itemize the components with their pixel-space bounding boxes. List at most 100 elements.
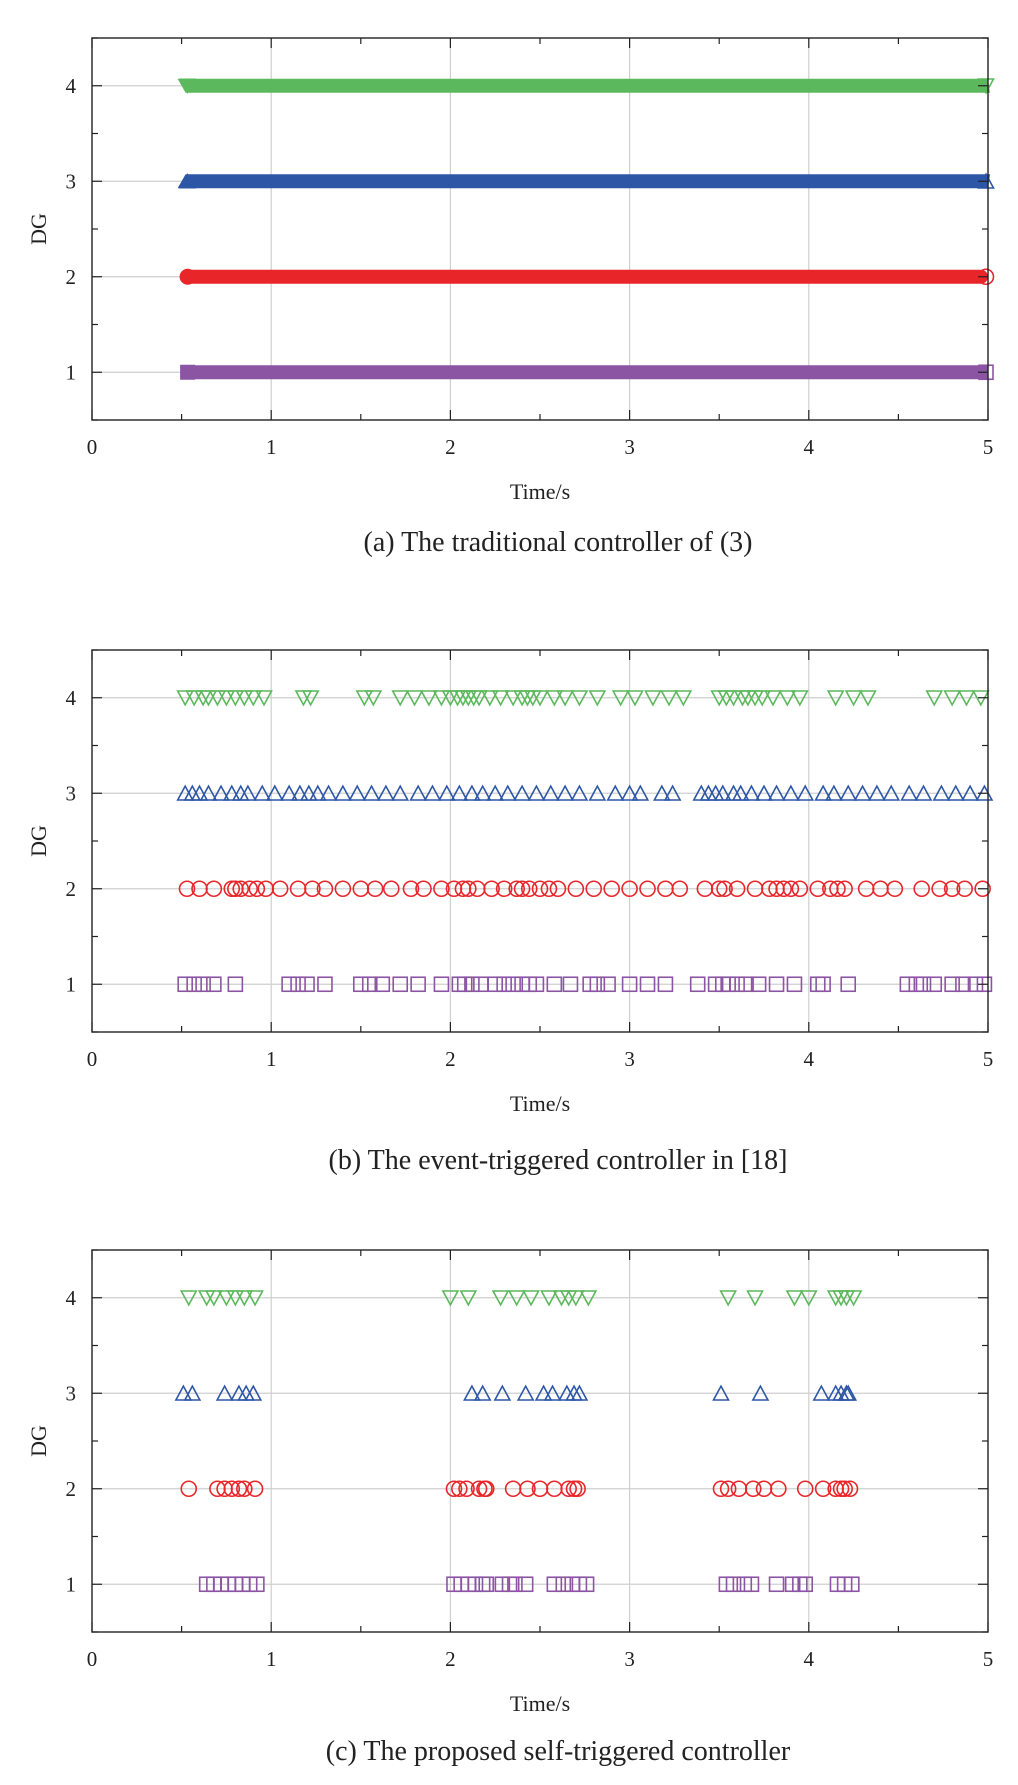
- data-point: [546, 976, 563, 993]
- data-point: [334, 784, 352, 801]
- data-point: [433, 880, 450, 898]
- data-point: [491, 690, 510, 707]
- data-point: [493, 1384, 512, 1401]
- x-axis-title: Time/s: [510, 1691, 570, 1716]
- data-point: [926, 976, 943, 993]
- data-point: [809, 880, 827, 898]
- data-point: [961, 784, 979, 801]
- data-point: [731, 784, 750, 801]
- data-point: [859, 690, 877, 707]
- data-point: [585, 880, 603, 898]
- data-point: [317, 976, 333, 993]
- data-point: [814, 784, 832, 801]
- data-point: [491, 1290, 510, 1307]
- data-point: [433, 976, 450, 993]
- data-point: [738, 976, 754, 993]
- y-tick-label: 4: [66, 1286, 77, 1310]
- data-point: [382, 880, 400, 898]
- data-point: [459, 1290, 478, 1307]
- data-point: [844, 690, 863, 707]
- data-point: [768, 976, 785, 993]
- y-tick-label: 2: [66, 877, 77, 901]
- data-point: [206, 976, 222, 993]
- data-point: [420, 690, 438, 707]
- data-point: [839, 1384, 858, 1401]
- data-point: [505, 976, 521, 993]
- x-axis-title: Time/s: [510, 479, 570, 504]
- data-point: [205, 880, 223, 898]
- data-point: [531, 880, 549, 898]
- data-point: [304, 880, 321, 898]
- data-point: [246, 1290, 264, 1307]
- data-point: [473, 1384, 492, 1401]
- data-point: [271, 880, 289, 898]
- data-point: [374, 976, 391, 993]
- data-point: [513, 784, 531, 801]
- series-dg-3: [174, 1384, 858, 1401]
- data-point: [183, 1384, 202, 1401]
- data-point: [611, 690, 630, 707]
- data-point: [932, 784, 951, 801]
- data-point: [185, 690, 203, 707]
- data-point: [836, 1480, 853, 1498]
- data-point: [364, 690, 383, 707]
- data-point: [782, 880, 800, 898]
- y-tick-label: 4: [66, 686, 77, 710]
- data-point: [770, 1480, 787, 1498]
- data-point: [366, 880, 384, 898]
- data-point: [246, 1480, 264, 1498]
- series-dg-1: [177, 976, 993, 993]
- data-point: [543, 1384, 562, 1401]
- data-point: [451, 1480, 468, 1498]
- data-point: [836, 880, 853, 898]
- data-point: [230, 1480, 248, 1498]
- x-tick-label: 0: [87, 435, 98, 459]
- data-point: [719, 1480, 737, 1498]
- data-point: [255, 690, 273, 707]
- data-point: [227, 976, 244, 993]
- data-point: [199, 784, 218, 801]
- data-point: [541, 784, 560, 801]
- x-tick-label: 3: [624, 1047, 635, 1071]
- data-point: [549, 880, 567, 898]
- data-point: [653, 784, 671, 801]
- data-point: [767, 784, 786, 801]
- data-point: [534, 1384, 553, 1401]
- data-point: [527, 784, 546, 801]
- chart-panel-1: 0 1 2 3 4 5 1 2 3 4 Time/s DG (a) The traditional co…: [26, 37, 995, 558]
- panel-caption: (b) The event-triggered controller in [1…: [329, 1145, 788, 1176]
- data-point: [352, 976, 369, 993]
- data-point: [464, 976, 480, 993]
- data-point: [391, 784, 410, 801]
- data-point: [957, 690, 976, 707]
- data-point: [689, 976, 706, 993]
- data-point: [639, 976, 656, 993]
- data-point: [415, 880, 432, 898]
- data-point: [841, 1480, 859, 1498]
- series-dg-2: [178, 880, 991, 898]
- dense-marker-band: [177, 78, 991, 93]
- data-point: [531, 690, 549, 707]
- data-point: [281, 976, 297, 993]
- data-point: [265, 784, 284, 801]
- data-point: [742, 784, 761, 801]
- x-tick-label: 4: [804, 1047, 815, 1071]
- x-tick-label: 5: [983, 1047, 994, 1071]
- data-point: [751, 1384, 770, 1401]
- data-point: [768, 1576, 785, 1593]
- series-dg-4: [176, 690, 990, 707]
- data-point: [719, 1290, 738, 1307]
- data-point: [477, 1480, 495, 1498]
- x-tick-label: 2: [445, 1047, 456, 1071]
- data-point: [528, 976, 545, 993]
- data-point: [626, 690, 644, 707]
- data-point: [716, 880, 733, 898]
- data-point: [195, 976, 211, 993]
- plot-frame: [91, 1249, 989, 1633]
- data-point: [226, 1290, 245, 1307]
- data-point: [565, 1480, 583, 1498]
- chart-panel-3: 0 1 2 3 4 5 1 2 3 4 Time/s DG (c) The proposed self-…: [26, 1249, 993, 1767]
- data-point: [235, 690, 254, 707]
- data-point: [812, 1384, 831, 1401]
- data-point: [796, 784, 815, 801]
